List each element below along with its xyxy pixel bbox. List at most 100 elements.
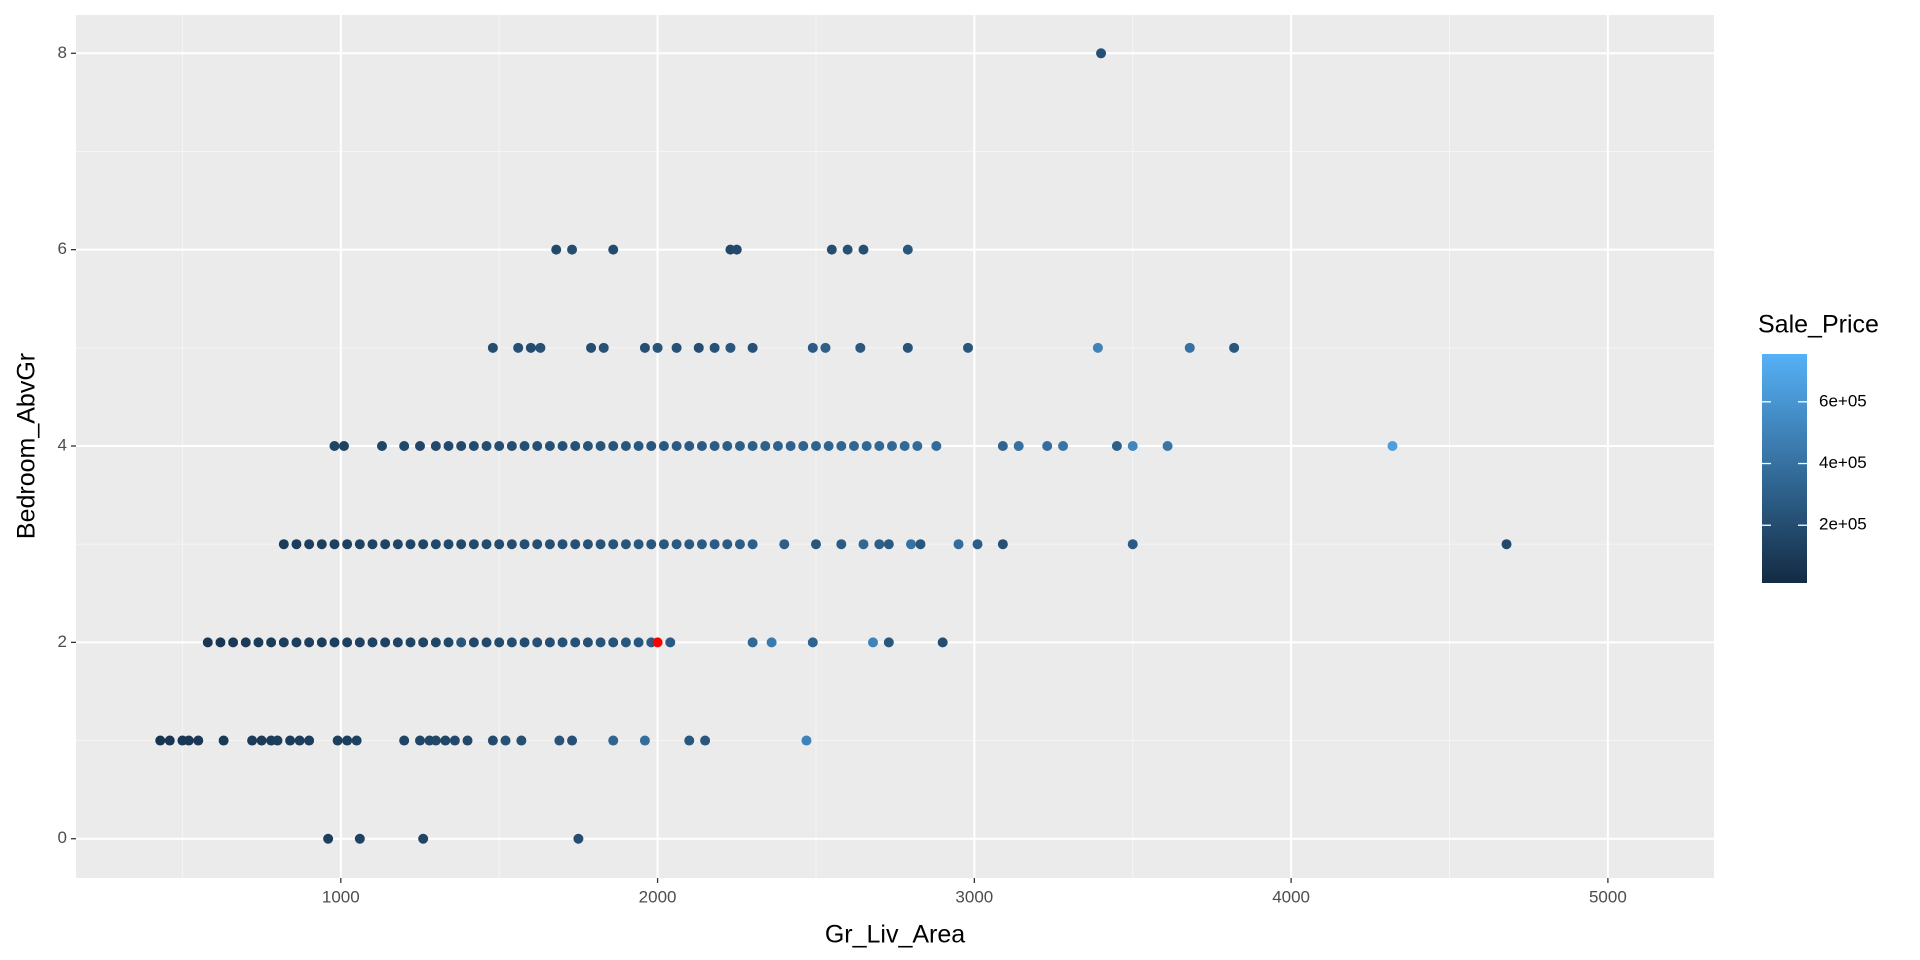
point [240,637,251,648]
point [883,539,894,550]
y-tick-label: 8 [58,43,67,62]
point [801,735,812,746]
point [443,441,454,452]
point [658,441,669,452]
point [456,637,467,648]
point [291,637,302,648]
point [760,441,771,452]
point [633,539,644,550]
point [516,735,527,746]
point [380,637,391,648]
point [405,637,416,648]
point [693,342,704,353]
point [671,539,682,550]
point [598,342,609,353]
point [430,637,441,648]
point [532,539,543,550]
point [671,441,682,452]
point [570,539,581,550]
point [725,342,736,353]
point [554,735,565,746]
point [902,244,913,255]
point [582,441,593,452]
point [266,637,277,648]
point [316,637,327,648]
point [215,637,226,648]
point [620,539,631,550]
point [494,441,505,452]
point [658,539,669,550]
point [633,637,644,648]
point [997,441,1008,452]
x-tick-label: 2000 [639,887,677,906]
x-tick-label: 3000 [955,887,993,906]
point [392,539,403,550]
point [285,735,296,746]
point [709,539,720,550]
point [608,735,619,746]
y-tick-label: 4 [58,435,67,454]
point [544,539,555,550]
x-tick-label: 5000 [1589,887,1627,906]
point [415,441,426,452]
point [620,637,631,648]
point [567,735,578,746]
point [823,441,834,452]
point [826,244,837,255]
point [506,637,517,648]
point [671,342,682,353]
point [1501,539,1512,550]
point [164,735,175,746]
point [646,539,657,550]
point [810,539,821,550]
point [557,441,568,452]
point [855,342,866,353]
point [997,539,1008,550]
y-axis-title: Bedroom_AbvGr [13,353,41,539]
point [646,441,657,452]
point [418,539,429,550]
point [886,441,897,452]
point [525,342,536,353]
point [247,735,258,746]
point [354,637,365,648]
point [329,637,340,648]
point [519,637,530,648]
point [557,539,568,550]
point [963,342,974,353]
point [272,735,283,746]
point [586,342,597,353]
point [494,539,505,550]
point [544,441,555,452]
point [798,441,809,452]
point [316,539,327,550]
point [595,441,606,452]
point [836,441,847,452]
point [810,441,821,452]
point [332,735,343,746]
point [304,539,315,550]
point [443,539,454,550]
highlight-point [652,637,663,648]
point [684,735,695,746]
colorbar-tick-label: 2e+05 [1819,515,1867,534]
point [912,441,923,452]
point [354,833,365,844]
point [570,441,581,452]
point [848,441,859,452]
point [304,637,315,648]
point [367,637,378,648]
point [874,539,885,550]
point [329,539,340,550]
y-tick-label: 2 [58,632,67,651]
point [376,441,387,452]
point [633,441,644,452]
point [747,637,758,648]
point [1184,342,1195,353]
point [494,637,505,648]
point [405,539,416,550]
point [595,539,606,550]
point [468,539,479,550]
point [734,441,745,452]
